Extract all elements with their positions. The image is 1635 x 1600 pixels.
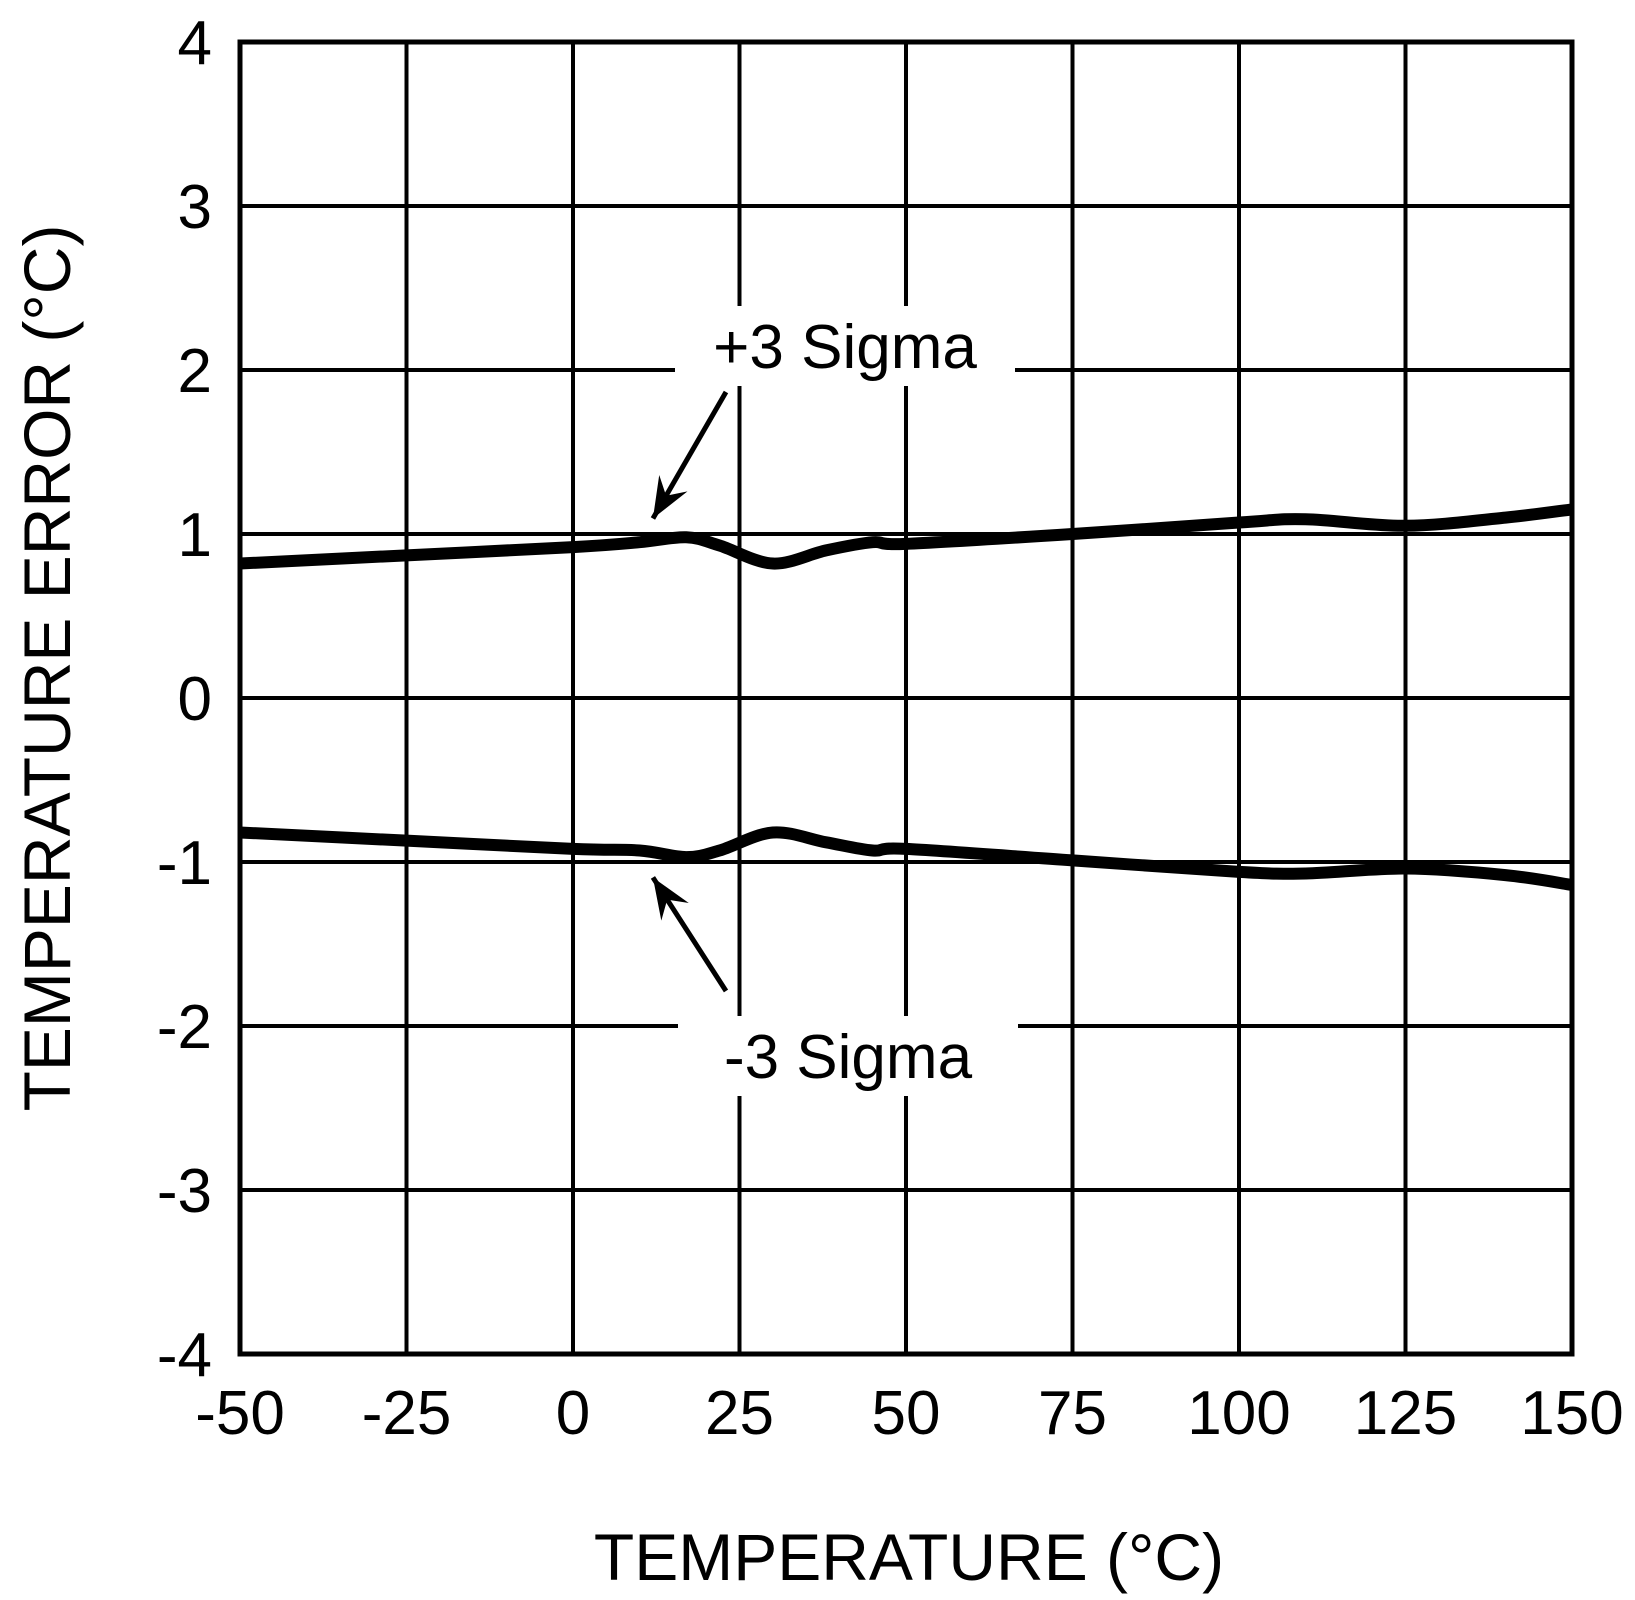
annotation-arrow-head bbox=[652, 877, 689, 921]
annotation-background bbox=[675, 306, 1015, 386]
x-tick-label: 100 bbox=[1187, 1379, 1290, 1448]
grid bbox=[238, 40, 1574, 1356]
series-lines bbox=[239, 503, 1573, 891]
y-tick-label: 0 bbox=[178, 665, 212, 734]
annotation-label: -3 Sigma bbox=[724, 1023, 973, 1092]
annotation-background bbox=[678, 1016, 1018, 1096]
x-tick-label: 150 bbox=[1520, 1379, 1623, 1448]
x-tick-label: -25 bbox=[362, 1379, 452, 1448]
x-tick-label: 25 bbox=[705, 1379, 774, 1448]
tick-labels: -50 -25 0 25 50 75 100 125 150 -4 -3 -2 -1 0 1 2 3 4 bbox=[157, 9, 1624, 1448]
y-tick-label: 2 bbox=[178, 337, 212, 406]
y-tick-label: 1 bbox=[178, 501, 212, 570]
y-tick-label: -3 bbox=[157, 1157, 212, 1226]
x-tick-label: 75 bbox=[1038, 1379, 1107, 1448]
series-line-plus-3-sigma bbox=[239, 503, 1573, 570]
y-tick-label: -4 bbox=[157, 1321, 212, 1390]
y-tick-label: -2 bbox=[157, 993, 212, 1062]
x-tick-label: 50 bbox=[872, 1379, 941, 1448]
x-tick-label: -50 bbox=[195, 1379, 285, 1448]
annotation-arrow-head bbox=[652, 475, 688, 519]
plot-frame bbox=[237, 39, 1575, 1357]
y-axis-label: TEMPERATURE ERROR (°C) bbox=[10, 225, 84, 1112]
annotations: +3 Sigma -3 Sigma bbox=[650, 306, 1018, 1096]
x-tick-label: 125 bbox=[1354, 1379, 1457, 1448]
y-tick-label: 4 bbox=[178, 9, 212, 78]
x-tick-label: 0 bbox=[556, 1379, 590, 1448]
annotation-label: +3 Sigma bbox=[713, 313, 977, 382]
y-tick-label: 3 bbox=[178, 173, 212, 242]
x-axis-label: TEMPERATURE (°C) bbox=[594, 1520, 1224, 1594]
series-line-minus-3-sigma bbox=[239, 826, 1573, 891]
y-tick-label: -1 bbox=[157, 829, 212, 898]
